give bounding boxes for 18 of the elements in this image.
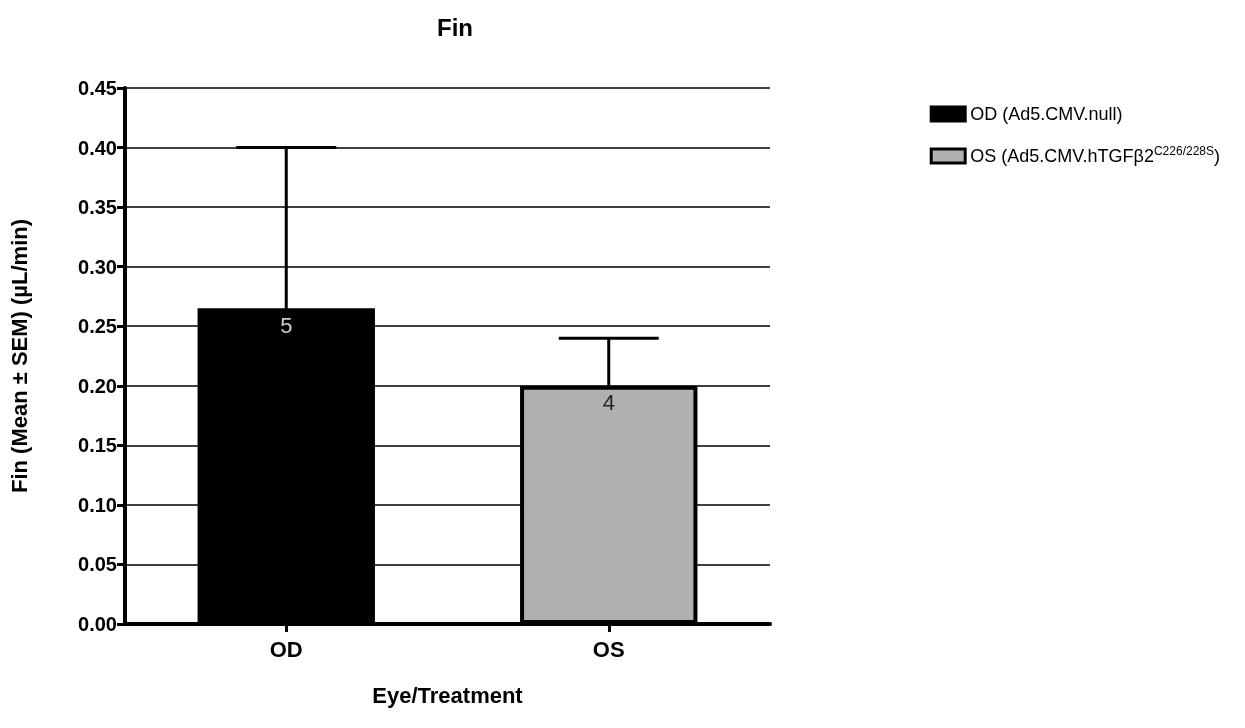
annotation: 5	[280, 312, 293, 338]
x-tick-label: OD	[269, 636, 303, 662]
y-tick-label: 0.40	[78, 136, 117, 159]
y-tick-label: 0.20	[78, 374, 117, 397]
x-tick-label: OS	[592, 636, 625, 662]
y-axis-title: Fin (Mean ± SEM) (µL/min)	[6, 218, 32, 494]
chart-title: Fin	[437, 13, 473, 41]
annotation: 4	[602, 390, 615, 416]
x-axis-title: Eye/Treatment	[372, 682, 524, 708]
legend-label: OD (Ad5.CMV.null)	[970, 104, 1123, 124]
y-tick-label: 0.00	[78, 613, 117, 635]
y-tick-label: 0.35	[78, 196, 117, 219]
y-tick-label: 0.30	[78, 255, 117, 278]
y-tick-label: 0.05	[78, 553, 117, 576]
y-tick-label: 0.25	[78, 315, 117, 338]
y-tick-label: 0.15	[78, 434, 117, 457]
y-tick-label: 0.10	[78, 493, 117, 516]
y-tick-label: 0.45	[78, 77, 117, 99]
